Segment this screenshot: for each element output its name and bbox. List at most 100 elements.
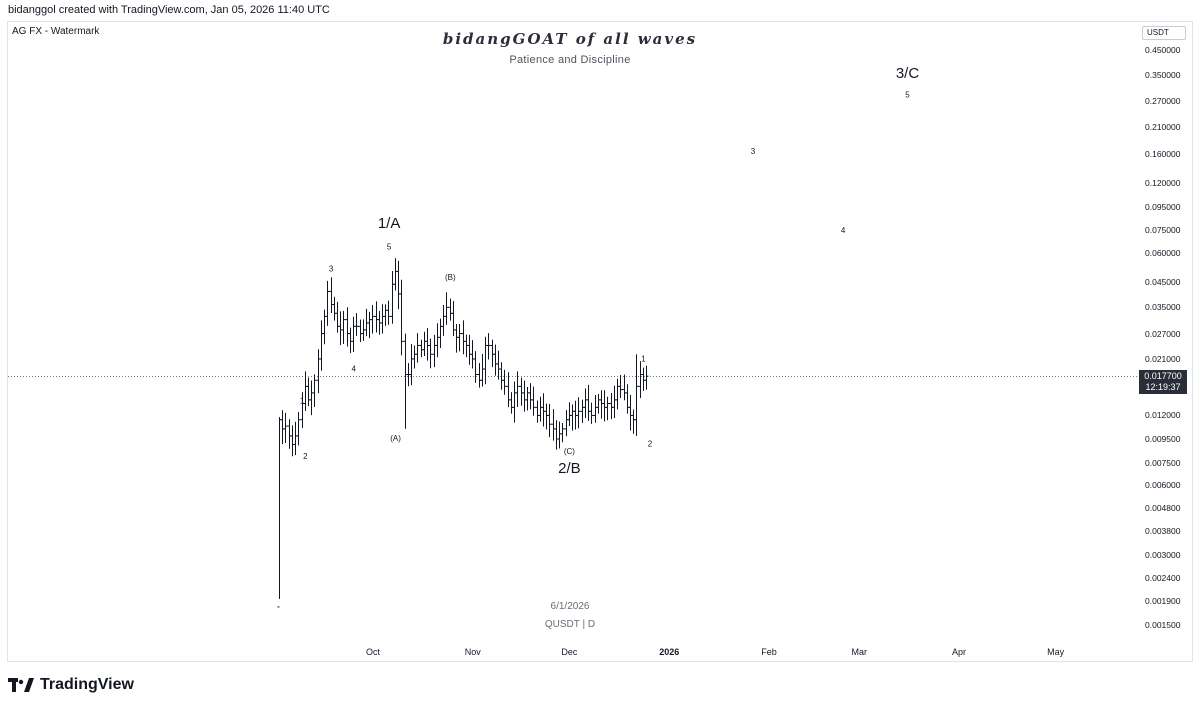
ohlc-bar [570, 404, 575, 431]
ohlc-bar [641, 367, 646, 391]
currency-selector[interactable]: USDT [1142, 26, 1186, 40]
ohlc-bar [444, 292, 449, 325]
price-tick-label: 0.003000 [1145, 550, 1181, 561]
ohlc-bar [605, 396, 610, 421]
ohlc-bar [515, 371, 520, 407]
time-tick-label: Nov [464, 647, 481, 657]
chart-credit: bidanggol created with TradingView.com, … [8, 4, 330, 16]
ohlc-bar [567, 402, 572, 426]
wave-label: 5 [905, 90, 910, 99]
time-tick-label: Mar [851, 647, 867, 657]
watermark-pair: QUSDT | D [544, 619, 596, 630]
price-tick-label: 0.012000 [1145, 410, 1181, 421]
tradingview-brand[interactable]: TradingView [8, 676, 134, 694]
ohlc-bar [432, 334, 437, 368]
price-tick-label: 0.027000 [1145, 328, 1181, 339]
price-tick-label: 0.006000 [1145, 480, 1181, 491]
ohlc-bar [586, 384, 591, 421]
ohlc-bar [370, 304, 375, 334]
price-tick-label: 0.450000 [1145, 44, 1181, 55]
ohlc-bar [506, 372, 511, 408]
ohlc-bar [528, 383, 533, 410]
ohlc-bar [396, 260, 401, 310]
price-tick-label: 0.002400 [1145, 572, 1181, 583]
wave-label: 3 [751, 147, 756, 156]
ohlc-bar [312, 374, 317, 407]
ohlc-bar [425, 328, 430, 361]
ohlc-bar [277, 417, 282, 608]
ohlc-bar [374, 301, 379, 333]
ohlc-bar [634, 354, 639, 436]
ohlc-bar [367, 311, 372, 339]
time-tick-label: May [1047, 647, 1065, 657]
ohlc-bar [306, 377, 311, 407]
ohlc-bar [522, 380, 527, 412]
price-tick-label: 0.350000 [1145, 69, 1181, 80]
time-tick-label: Dec [561, 647, 578, 657]
time-tick-label: 2026 [659, 647, 680, 657]
ohlc-bar [625, 384, 630, 414]
ohlc-bar [554, 420, 559, 450]
ohlc-bar [325, 280, 330, 326]
ohlc-bar [467, 334, 472, 365]
wave-label: 3 [329, 264, 334, 273]
price-tick-label: 0.007500 [1145, 457, 1181, 468]
ohlc-bar [428, 338, 433, 369]
ohlc-bar [393, 258, 398, 291]
symbol-label: AG FX - Watermark [12, 26, 100, 37]
ohlc-bar [470, 340, 475, 369]
ohlc-bar [580, 399, 585, 424]
ohlc-bar [628, 395, 633, 431]
watermark-subtitle: Patience and Discipline [509, 54, 631, 66]
time-tick-label: Feb [761, 647, 777, 657]
ohlc-bar [287, 419, 292, 449]
price-tick-label: 0.001500 [1145, 620, 1181, 631]
wave-label: (A) [390, 434, 401, 443]
ohlc-bar [519, 377, 524, 406]
ohlc-bar [499, 362, 504, 390]
ohlc-bars [277, 258, 649, 608]
ohlc-bar [535, 400, 540, 423]
price-tick-label: 0.001900 [1145, 596, 1181, 607]
ohlc-bar [399, 279, 404, 356]
ohlc-bar [589, 402, 594, 424]
price-tick-label: 0.095000 [1145, 201, 1181, 212]
ohlc-bar [358, 319, 363, 342]
ohlc-bar [351, 316, 356, 352]
watermark-date: 6/1/2026 [550, 601, 590, 612]
ohlc-bar [438, 318, 443, 349]
price-tick-label: 0.003800 [1145, 526, 1181, 537]
wave-label: (C) [564, 447, 575, 456]
wave-label: (B) [445, 273, 456, 282]
ohlc-bar [576, 397, 581, 429]
ohlc-bar [335, 301, 340, 333]
ohlc-bar [544, 403, 549, 430]
wave-label: 1 [300, 397, 305, 406]
wave-label: 2 [648, 440, 653, 449]
price-tick-label: 0.120000 [1145, 177, 1181, 188]
ohlc-bar [483, 336, 488, 385]
time-tick-label: Oct [365, 647, 381, 657]
ohlc-bar [644, 365, 649, 390]
ohlc-bar [386, 300, 391, 325]
ohlc-bar [435, 323, 440, 358]
ohlc-bar [596, 393, 601, 414]
chart-frame[interactable] [7, 21, 1193, 662]
ohlc-bar [441, 304, 446, 336]
ohlc-bar [531, 386, 536, 416]
ohlc-bar [509, 392, 514, 414]
ohlc-bar [341, 310, 346, 344]
time-tick-label: Apr [952, 647, 967, 657]
watermark-title: bidangGOAT of all waves [442, 30, 698, 48]
ohlc-bar [557, 421, 562, 449]
wave-labels: 1 2 3 4 5 1/A (A) (B) (C) 2/B 1 2 3 4 5 3/C [300, 65, 919, 477]
last-price-value: 0.017700 [1144, 371, 1182, 381]
ohlc-bar [293, 421, 298, 456]
ohlc-bar [541, 393, 546, 427]
ohlc-bar [283, 412, 288, 443]
ohlc-bar [480, 354, 485, 387]
ohlc-bar [409, 343, 414, 386]
ohlc-bar [612, 385, 617, 418]
price-tick-label: 0.004800 [1145, 502, 1181, 513]
